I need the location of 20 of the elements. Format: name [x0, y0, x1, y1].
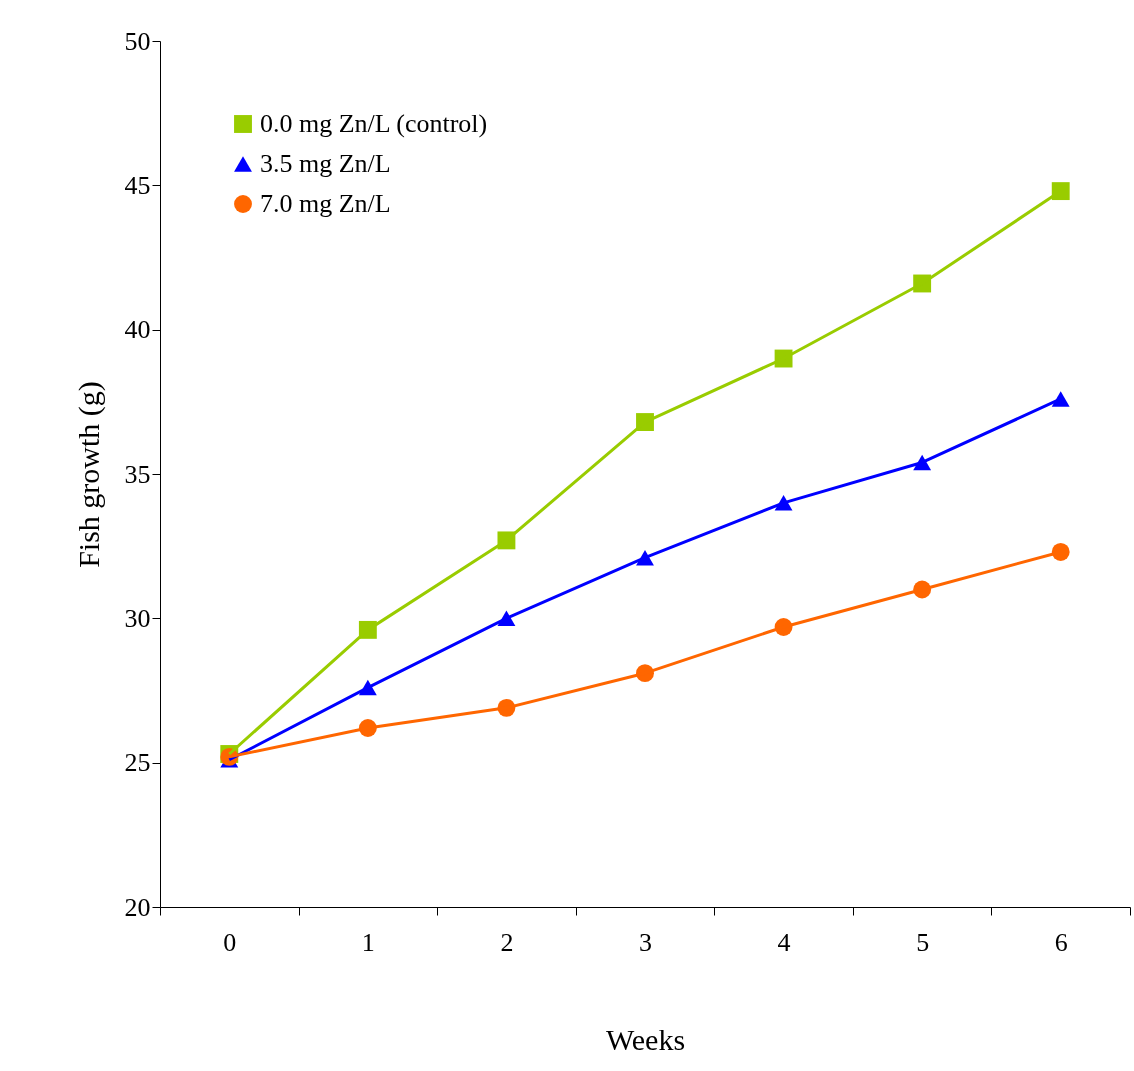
y-tick-label: 25 — [124, 748, 151, 778]
x-tick-label: 6 — [1054, 927, 1068, 957]
point — [1051, 182, 1070, 201]
x-tick-label: 1 — [361, 927, 375, 957]
y-tick-label: 50 — [124, 26, 151, 56]
x-tick-label: 0 — [223, 927, 237, 957]
y-tick-label: 20 — [124, 892, 151, 922]
x-tick-label: 4 — [777, 927, 791, 957]
legend-label: 3.5 mg Zn/L — [260, 149, 391, 178]
y-tick-label: 30 — [124, 603, 151, 633]
x-tick-label: 3 — [639, 927, 652, 957]
x-axis-title: Weeks — [605, 1022, 686, 1056]
y-tick-label: 35 — [124, 459, 151, 489]
y-tick-label: 45 — [124, 170, 151, 200]
x-tick-label: 2 — [500, 927, 514, 957]
y-axis-title: Fish growth (g) — [71, 381, 106, 568]
legend-label: 7.0 mg Zn/L — [260, 189, 391, 218]
legend-label: 0.0 mg Zn/L (control) — [260, 109, 488, 138]
y-tick-label: 40 — [124, 315, 151, 345]
x-tick-label: 5 — [916, 927, 930, 957]
